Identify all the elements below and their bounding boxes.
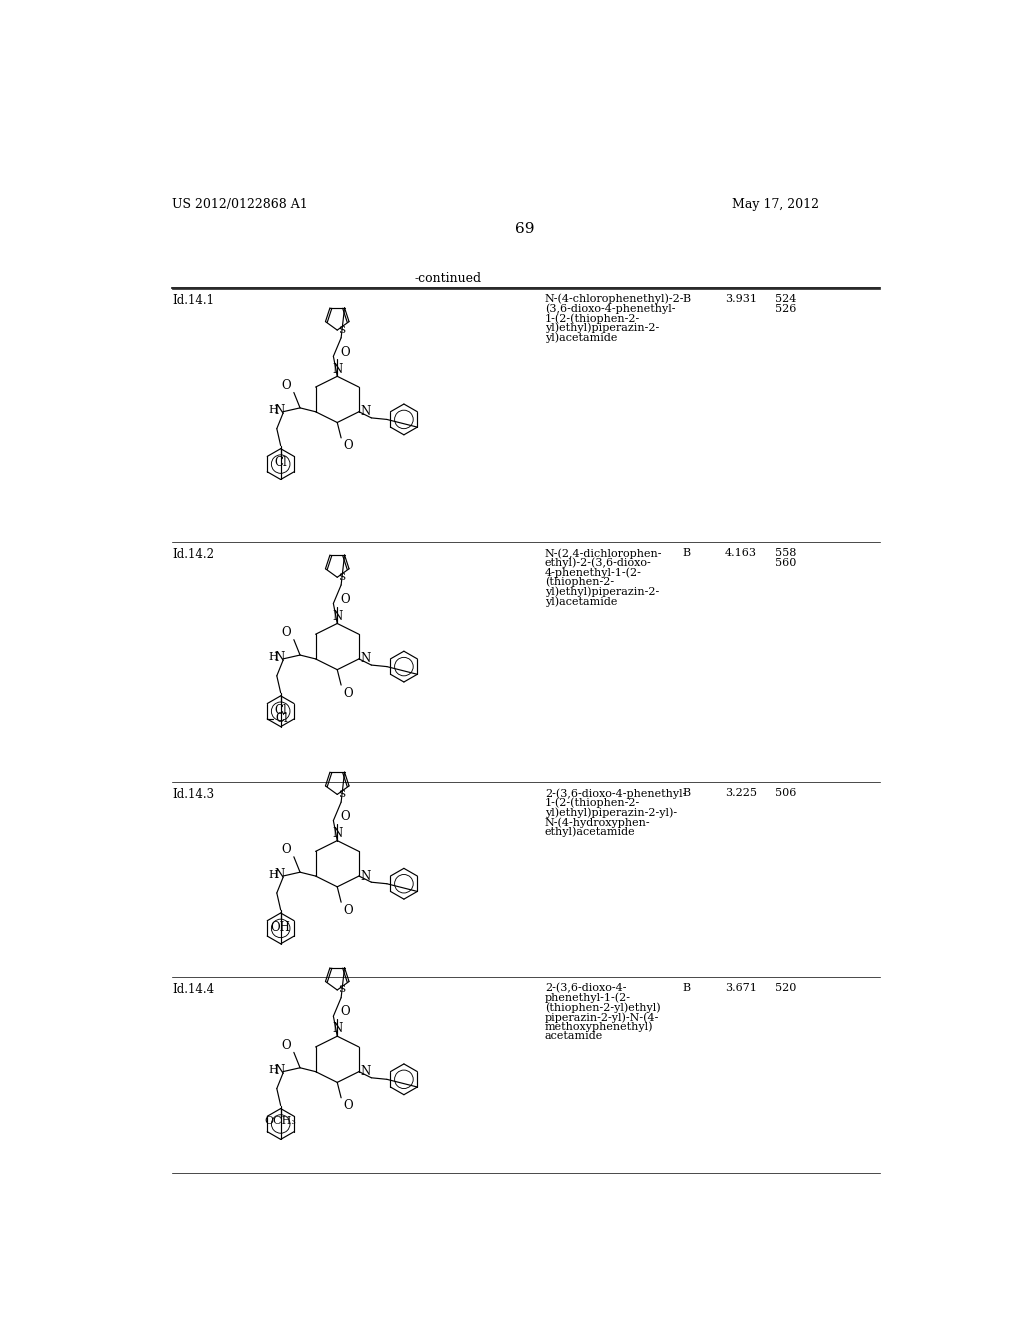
Text: O: O [282, 626, 291, 639]
Text: N: N [274, 651, 285, 664]
Text: phenethyl-1-(2-: phenethyl-1-(2- [545, 993, 631, 1003]
Text: yl)acetamide: yl)acetamide [545, 333, 617, 343]
Text: piperazin-2-yl)-N-(4-: piperazin-2-yl)-N-(4- [545, 1012, 659, 1023]
Text: O: O [340, 346, 350, 359]
Text: O: O [340, 593, 350, 606]
Text: 1-(2-(thiophen-2-: 1-(2-(thiophen-2- [545, 797, 640, 808]
Text: H: H [269, 405, 279, 416]
Text: N: N [274, 1064, 285, 1077]
Text: N: N [360, 405, 371, 418]
Text: N: N [332, 363, 342, 376]
Text: N: N [274, 869, 285, 880]
Text: Id.14.4: Id.14.4 [172, 983, 214, 997]
Text: H: H [269, 1065, 279, 1074]
Text: acetamide: acetamide [545, 1031, 603, 1041]
Text: US 2012/0122868 A1: US 2012/0122868 A1 [172, 198, 308, 211]
Text: S: S [338, 789, 345, 799]
Text: yl)acetamide: yl)acetamide [545, 597, 617, 607]
Text: O: O [282, 379, 291, 392]
Text: B: B [682, 788, 690, 799]
Text: OCH₃: OCH₃ [265, 1117, 297, 1126]
Text: O: O [340, 1006, 350, 1019]
Text: 2-(3,6-dioxo-4-phenethyl-: 2-(3,6-dioxo-4-phenethyl- [545, 788, 686, 799]
Text: Id.14.2: Id.14.2 [172, 548, 214, 561]
Text: H: H [269, 652, 279, 663]
Text: Cl: Cl [275, 713, 288, 726]
Text: ethyl)acetamide: ethyl)acetamide [545, 826, 636, 837]
Text: 524: 524 [775, 294, 797, 304]
Text: May 17, 2012: May 17, 2012 [732, 198, 819, 211]
Text: Cl: Cl [274, 704, 287, 717]
Text: 1-(2-(thiophen-2-: 1-(2-(thiophen-2- [545, 313, 640, 323]
Text: O: O [282, 1039, 291, 1052]
Text: N: N [332, 826, 342, 840]
Text: methoxyphenethyl): methoxyphenethyl) [545, 1022, 653, 1032]
Text: 4-phenethyl-1-(2-: 4-phenethyl-1-(2- [545, 568, 642, 578]
Text: B: B [682, 294, 690, 304]
Text: O: O [343, 440, 353, 453]
Text: 520: 520 [775, 983, 797, 993]
Text: B: B [682, 983, 690, 993]
Text: 3.225: 3.225 [725, 788, 757, 799]
Text: N: N [332, 1023, 342, 1035]
Text: S: S [338, 573, 345, 582]
Text: 2-(3,6-dioxo-4-: 2-(3,6-dioxo-4- [545, 983, 627, 994]
Text: S: S [338, 326, 345, 334]
Text: N-(4-hydroxyphen-: N-(4-hydroxyphen- [545, 817, 650, 828]
Text: -continued: -continued [415, 272, 482, 285]
Text: Cl: Cl [274, 457, 287, 470]
Text: (thiophen-2-: (thiophen-2- [545, 577, 614, 587]
Text: 526: 526 [775, 304, 797, 314]
Text: O: O [282, 843, 291, 857]
Text: N: N [360, 870, 371, 883]
Text: H: H [269, 870, 279, 879]
Text: 560: 560 [775, 557, 797, 568]
Text: N-(4-chlorophenethyl)-2-: N-(4-chlorophenethyl)-2- [545, 294, 684, 305]
Text: (thiophen-2-yl)ethyl): (thiophen-2-yl)ethyl) [545, 1002, 660, 1012]
Text: S: S [338, 986, 345, 994]
Text: N-(2,4-dichlorophen-: N-(2,4-dichlorophen- [545, 548, 663, 558]
Text: OH: OH [270, 921, 291, 933]
Text: O: O [340, 810, 350, 822]
Text: 69: 69 [515, 222, 535, 235]
Text: (3,6-dioxo-4-phenethyl-: (3,6-dioxo-4-phenethyl- [545, 304, 676, 314]
Text: O: O [343, 904, 353, 917]
Text: 506: 506 [775, 788, 797, 799]
Text: Id.14.1: Id.14.1 [172, 294, 214, 308]
Text: ethyl)-2-(3,6-dioxo-: ethyl)-2-(3,6-dioxo- [545, 557, 651, 568]
Text: 3.671: 3.671 [725, 983, 757, 993]
Text: N: N [360, 652, 371, 665]
Text: 4.163: 4.163 [725, 548, 757, 558]
Text: yl)ethyl)piperazin-2-: yl)ethyl)piperazin-2- [545, 323, 659, 334]
Text: N: N [332, 610, 342, 623]
Text: O: O [343, 686, 353, 700]
Text: N: N [274, 404, 285, 417]
Text: yl)ethyl)piperazin-2-yl)-: yl)ethyl)piperazin-2-yl)- [545, 808, 677, 818]
Text: 558: 558 [775, 548, 797, 558]
Text: O: O [343, 1100, 353, 1113]
Text: B: B [682, 548, 690, 558]
Text: 3.931: 3.931 [725, 294, 757, 304]
Text: Id.14.3: Id.14.3 [172, 788, 214, 801]
Text: N: N [360, 1065, 371, 1078]
Text: yl)ethyl)piperazin-2-: yl)ethyl)piperazin-2- [545, 586, 659, 597]
